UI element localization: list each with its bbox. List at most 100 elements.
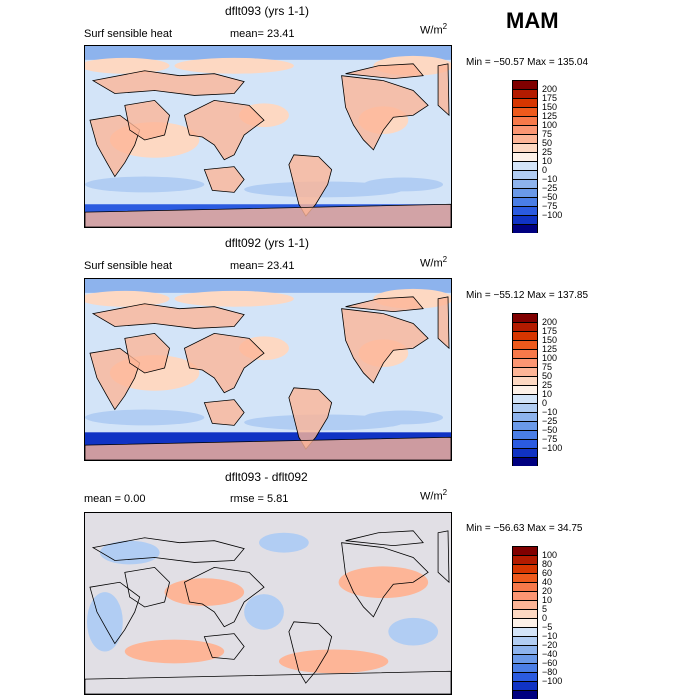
panel-2-map xyxy=(84,278,452,461)
panel-1-units-base: W/m xyxy=(420,24,443,37)
panel-1-variable-label: Surf sensible heat xyxy=(84,28,173,40)
colorbar-cell xyxy=(512,564,538,573)
coastline xyxy=(89,347,141,411)
colorbar-tick-label: −100 xyxy=(542,676,563,686)
colorbar-cell xyxy=(512,152,538,161)
map-svg xyxy=(85,279,451,460)
contour-region xyxy=(174,290,294,307)
colorbar-cell xyxy=(512,116,538,125)
colorbar-cell xyxy=(512,600,538,609)
colorbar-tick-label: −60 xyxy=(542,658,558,668)
colorbar-tick-label: 100 xyxy=(542,550,558,560)
colorbar-tick-label: −10 xyxy=(542,631,558,641)
panel-3-minmax: Min = −56.63 Max = 34.75 xyxy=(466,523,583,534)
coastline xyxy=(89,114,141,178)
colorbar-cell xyxy=(512,161,538,170)
panel-1-title: dflt093 (yrs 1-1) xyxy=(225,4,310,18)
colorbar-cell xyxy=(512,627,538,636)
coastline xyxy=(203,399,245,426)
colorbar-cell xyxy=(512,457,538,466)
colorbar-tick-label: 50 xyxy=(542,138,553,148)
coastline xyxy=(85,436,451,460)
panel-2-mean-label: mean= 23.41 xyxy=(230,260,295,272)
panel-1-units: W/m2 xyxy=(420,22,447,37)
panel-3-units: W/m2 xyxy=(420,488,447,503)
colorbar-tick-label: 20 xyxy=(542,586,553,596)
colorbar-tick-label: −40 xyxy=(542,649,558,659)
coastline xyxy=(437,63,450,117)
coastline xyxy=(85,670,451,694)
colorbar-cell xyxy=(512,591,538,600)
colorbar-tick-label: −50 xyxy=(542,192,558,202)
colorbar-cell xyxy=(512,439,538,448)
colorbar-cell xyxy=(512,358,538,367)
contour-region xyxy=(85,279,451,293)
panel-2-units: W/m2 xyxy=(420,255,447,270)
colorbar-cell xyxy=(512,430,538,439)
panel-3-map xyxy=(84,512,452,695)
contour-region xyxy=(85,290,170,307)
colorbar-cell xyxy=(512,206,538,215)
colorbar-cell xyxy=(512,421,538,430)
colorbar-cell xyxy=(512,573,538,582)
colorbar-cell xyxy=(512,681,538,690)
coastline xyxy=(183,566,265,628)
colorbar-cell xyxy=(512,636,538,645)
colorbar-cell xyxy=(512,412,538,421)
coastline xyxy=(341,542,429,618)
colorbar-tick-label: −50 xyxy=(542,425,558,435)
colorbar-cell xyxy=(512,143,538,152)
colorbar-cell xyxy=(512,107,538,116)
colorbar-tick-label: 0 xyxy=(542,165,548,175)
colorbar-tick-label: −5 xyxy=(542,622,553,632)
contour-region xyxy=(124,639,225,664)
colorbar-cell xyxy=(512,367,538,376)
panel-3-mean-label: mean = 0.00 xyxy=(84,493,146,505)
colorbar-cell xyxy=(512,385,538,394)
map-svg xyxy=(85,46,451,227)
panel-1-colorbar: 200 175 150 125 100 75 50 25 10 0 −10 −25 −50 −75 −100 xyxy=(512,80,562,233)
contour-region xyxy=(85,46,451,60)
colorbar-tick-label: −20 xyxy=(542,640,558,650)
contour-region xyxy=(259,532,309,553)
colorbar-cell xyxy=(512,654,538,663)
colorbar-cell xyxy=(512,394,538,403)
coastline xyxy=(183,99,265,161)
panel-3-title: dflt093 - dflt092 xyxy=(225,470,308,484)
colorbar-tick-label: 60 xyxy=(542,568,553,578)
contour-region xyxy=(85,176,205,193)
colorbar-cell xyxy=(512,609,538,618)
colorbar-tick-label: 25 xyxy=(542,380,553,390)
colorbar-tick-label: 200 xyxy=(542,317,558,327)
colorbar-cell xyxy=(512,125,538,134)
coastline xyxy=(85,203,451,227)
colorbar-tick-label: 75 xyxy=(542,362,553,372)
colorbar-cell xyxy=(512,349,538,358)
colorbar-tick-label: −25 xyxy=(542,183,558,193)
colorbar-cell xyxy=(512,89,538,98)
coastline xyxy=(345,296,424,313)
panel-2-title: dflt092 (yrs 1-1) xyxy=(225,236,310,250)
colorbar-tick-label: 100 xyxy=(542,120,558,130)
colorbar-tick-label: 175 xyxy=(542,326,558,336)
panel-3-units-exp: 2 xyxy=(442,488,448,497)
contour-region xyxy=(164,578,245,606)
contour-region xyxy=(174,57,294,74)
contour-region xyxy=(278,649,389,674)
coastline xyxy=(288,621,333,684)
coastline xyxy=(183,332,265,394)
colorbar-cell xyxy=(512,690,538,699)
contour-region xyxy=(388,617,439,646)
colorbar-tick-label: 175 xyxy=(542,93,558,103)
colorbar-tick-label: 125 xyxy=(542,111,558,121)
colorbar-cell xyxy=(512,645,538,654)
panel-3-units-base: W/m xyxy=(420,490,443,503)
colorbar-tick-label: 80 xyxy=(542,559,553,569)
colorbar-cell xyxy=(512,197,538,206)
coastline xyxy=(89,581,141,645)
map-svg xyxy=(85,513,451,694)
colorbar-tick-label: 25 xyxy=(542,147,553,157)
colorbar-tick-label: 75 xyxy=(542,129,553,139)
colorbar-tick-label: −25 xyxy=(542,416,558,426)
coastline xyxy=(203,166,245,193)
